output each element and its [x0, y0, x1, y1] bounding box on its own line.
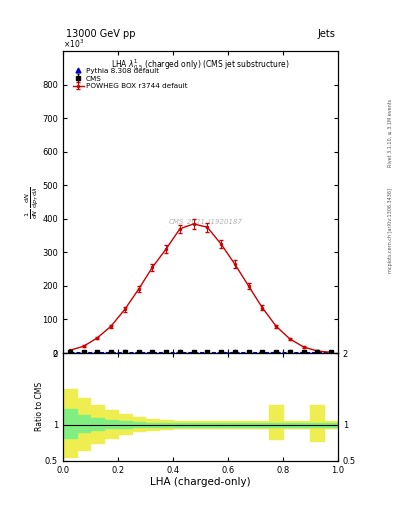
Text: 13000 GeV pp: 13000 GeV pp: [66, 29, 135, 39]
Pythia 8.308 default: [123, 349, 127, 355]
Text: Jets: Jets: [318, 29, 335, 39]
Pythia 8.308 default: [233, 349, 237, 355]
Text: mcplots.cern.ch [arXiv:1306.3436]: mcplots.cern.ch [arXiv:1306.3436]: [387, 188, 393, 273]
Pythia 8.308 default: [178, 349, 182, 355]
Y-axis label: Ratio to CMS: Ratio to CMS: [35, 382, 44, 432]
Text: $\times10^{3}$: $\times10^{3}$: [63, 37, 84, 50]
Text: CMS_2021_I1920187: CMS_2021_I1920187: [169, 218, 243, 225]
Pythia 8.308 default: [68, 349, 72, 355]
Y-axis label: $\frac{1}{\mathrm{d}N}\,\frac{\mathrm{d}N}{\mathrm{d}p_T\,\mathrm{d}\lambda}$: $\frac{1}{\mathrm{d}N}\,\frac{\mathrm{d}…: [24, 186, 41, 219]
Pythia 8.308 default: [288, 349, 292, 355]
Text: Rivet 3.1.10, ≥ 3.1M events: Rivet 3.1.10, ≥ 3.1M events: [387, 99, 393, 167]
Line: Pythia 8.308 default: Pythia 8.308 default: [67, 350, 292, 355]
X-axis label: LHA (charged-only): LHA (charged-only): [150, 477, 251, 487]
Legend: Pythia 8.308 default, CMS, POWHEG BOX r3744 default: Pythia 8.308 default, CMS, POWHEG BOX r3…: [72, 67, 188, 90]
Text: LHA $\lambda^{1}_{0.5}$ (charged only) (CMS jet substructure): LHA $\lambda^{1}_{0.5}$ (charged only) (…: [111, 57, 290, 72]
